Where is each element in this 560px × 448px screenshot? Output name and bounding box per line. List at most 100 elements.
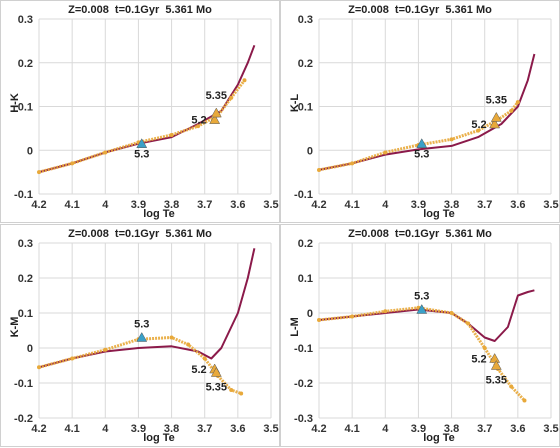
series-point [482, 346, 487, 350]
x-tick-label: 3.6 [230, 423, 245, 435]
x-tick-label: 3.7 [477, 199, 492, 211]
y-tick-label: 0.2 [298, 238, 313, 250]
x-axis-label: log Te [143, 432, 175, 444]
marker-label: 5.3 [414, 291, 429, 303]
series-point [383, 309, 388, 314]
x-tick-label: 4.2 [31, 199, 46, 211]
x-tick-label: 3.6 [230, 199, 245, 211]
y-tick-label: -0.2 [294, 378, 313, 390]
y-tick-label: 0 [307, 145, 313, 157]
x-tick-label: 3.9 [411, 199, 426, 211]
marker-label: 5.2 [191, 115, 206, 127]
marker-label: 5.2 [191, 364, 206, 376]
series-point [37, 170, 41, 175]
marker-label: 5.3 [414, 149, 429, 161]
series-point [239, 391, 244, 396]
y-tick-label: 0.1 [298, 102, 313, 114]
triangle-marker [210, 107, 222, 118]
series-point [317, 318, 321, 322]
marker-label: 5.3 [134, 149, 149, 161]
triangle-marker [136, 138, 148, 148]
series-point [169, 132, 174, 137]
series-point [229, 388, 234, 392]
series-point [317, 167, 321, 172]
y-tick-label: 0.2 [18, 273, 33, 285]
series-line-0 [38, 248, 256, 369]
x-tick-label: 4 [382, 199, 389, 211]
triangle-marker [136, 331, 148, 342]
series-point [37, 365, 41, 370]
x-tick-label: 3.5 [263, 423, 278, 435]
marker-label: 5.35 [486, 375, 507, 387]
chart-plot-k-m: -0.2 -0.1 0 0.1 0.2 0.3 4.2 4.1 4 3.9 3.8 3.7 3.6 3.5… [14, 238, 279, 435]
y-axis-label: L-M [289, 317, 301, 337]
y-tick-label: 0.2 [18, 58, 33, 70]
series-line-1 [38, 79, 246, 174]
series-line-1 [38, 336, 242, 395]
triangle-marker [489, 352, 501, 363]
x-tick-label: 3.9 [411, 423, 426, 435]
chart-title: Z=0.008 t=0.1Gyr 5.361 Mo [68, 228, 212, 240]
y-tick-label: -0.3 [294, 413, 313, 425]
y-tick-label: 0.1 [18, 102, 33, 114]
marker-label: 5.3 [134, 319, 149, 331]
series-point [103, 150, 108, 155]
y-tick-label: 0 [27, 145, 33, 157]
series-point [466, 321, 471, 326]
x-tick-label: 3.5 [263, 199, 278, 211]
marker-label: 5.35 [206, 382, 227, 394]
triangle-marker [209, 114, 221, 124]
y-tick-label: -0.2 [14, 413, 33, 425]
chart-title: Z=0.008 t=0.1Gyr 5.361 Mo [348, 4, 492, 16]
series-point [70, 161, 75, 166]
series-point [515, 100, 520, 105]
series-point [350, 161, 355, 166]
x-axis-label: log Te [143, 208, 175, 220]
y-tick-label: -0.1 [294, 343, 313, 355]
series-point [449, 311, 454, 315]
series-point [509, 384, 514, 389]
marker-label: 5.35 [206, 90, 227, 102]
chart-plot-l-m: -0.3 -0.2 -0.1 0 0.1 0.2 4.2 4.1 4 3.9 3.8 3.7 3.6 3.… [294, 238, 559, 435]
x-tick-label: 4 [102, 199, 109, 211]
series-point [383, 150, 388, 155]
series-point [350, 314, 355, 319]
series-point [242, 78, 247, 83]
x-tick-label: 4.1 [64, 199, 79, 211]
x-tick-label: 3.6 [510, 423, 525, 435]
marker-label: 5.35 [486, 94, 507, 106]
series-point [509, 108, 514, 113]
x-tick-label: 3.7 [477, 423, 492, 435]
chart-title: Z=0.008 t=0.1Gyr 5.361 Mo [348, 228, 492, 240]
series-point [229, 95, 234, 100]
x-tick-label: 3.7 [197, 199, 212, 211]
series-point [449, 137, 454, 142]
series-point [70, 356, 75, 361]
series-point [169, 335, 174, 340]
triangle-marker [416, 138, 428, 148]
x-tick-label: 4.2 [311, 199, 326, 211]
y-tick-label: 0.3 [18, 238, 33, 250]
x-tick-label: 3.9 [131, 423, 146, 435]
y-tick-label: 0 [27, 343, 33, 355]
x-tick-label: 4.1 [64, 423, 79, 435]
y-tick-label: 0.1 [298, 273, 313, 285]
series-point [196, 124, 201, 129]
triangle-marker [490, 111, 502, 122]
x-tick-label: 4.2 [311, 423, 326, 435]
chart-panel-h-k: -0.1 0 0.1 0.2 0.3 4.2 4.1 4 3.9 3.8 3.7 3.6 3.5 5.3 5… [0, 0, 280, 223]
chart-panel-l-m: -0.3 -0.2 -0.1 0 0.1 0.2 4.2 4.1 4 3.9 3.8 3.7 3.6 3.… [280, 224, 560, 447]
marker-label: 5.2 [471, 119, 486, 131]
y-tick-label: 0.3 [298, 14, 313, 26]
y-axis-label: K-M [9, 316, 21, 338]
y-tick-label: -0.1 [14, 378, 33, 390]
x-tick-label: 4.1 [344, 199, 359, 211]
x-axis-label: log Te [423, 432, 455, 444]
triangle-marker [490, 359, 502, 370]
chart-title: Z=0.008 t=0.1Gyr 5.361 Mo [68, 4, 212, 16]
y-tick-label: 0.2 [298, 58, 313, 70]
marker-label: 5.2 [471, 354, 486, 366]
x-tick-label: 3.6 [510, 199, 525, 211]
x-tick-label: 4 [102, 423, 109, 435]
series-line-0 [318, 53, 536, 171]
